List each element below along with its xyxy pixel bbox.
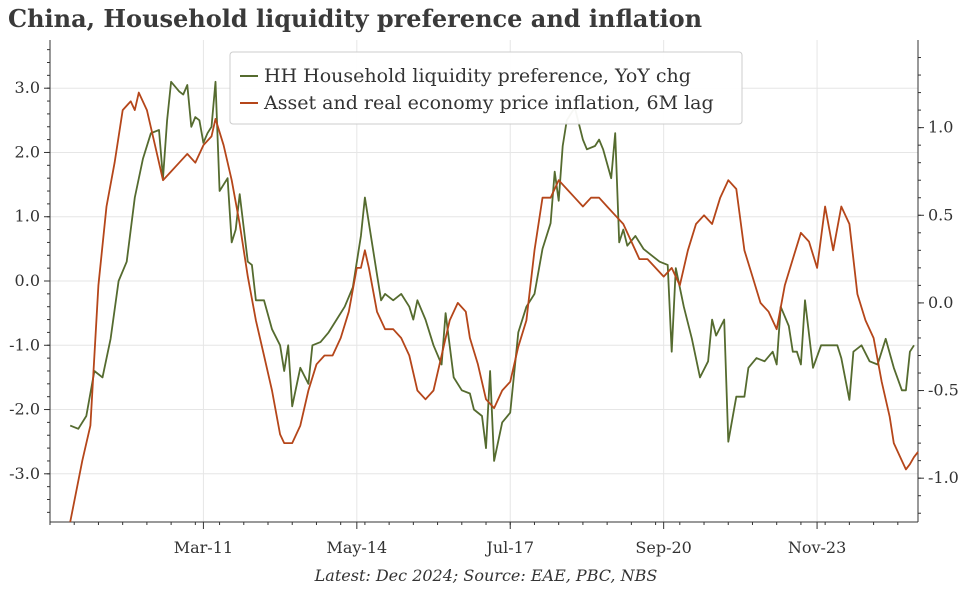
left-tick-label: -1.0 (9, 335, 40, 354)
x-tick-label: Jul-17 (484, 538, 534, 557)
chart-title: China, Household liquidity preference an… (8, 4, 703, 33)
right-tick-label: -0.5 (928, 381, 959, 400)
legend: HH Household liquidity preference, YoY c… (229, 51, 743, 125)
legend-box (229, 51, 743, 125)
right-tick-label: -1.0 (928, 468, 959, 487)
left-tick-label: 2.0 (15, 142, 40, 161)
source-footnote: Latest: Dec 2024; Source: EAE, PBC, NBS (314, 566, 658, 585)
series-line-0 (69, 80, 915, 462)
x-tick-label: Mar-11 (174, 538, 233, 557)
right-tick-label: 0.5 (928, 205, 953, 224)
series-lines (69, 80, 919, 523)
right-tick-label: 0.0 (928, 293, 953, 312)
axes: 3.0 2.0 1.0 0.0 -1.0 -2.0 -3.0 1.0 0.5 0.0 -0.5 -1.… (9, 40, 959, 557)
left-tick-label: 3.0 (15, 78, 40, 97)
x-tick-label: May-14 (326, 538, 387, 557)
x-tick-label: Sep-20 (635, 538, 691, 557)
legend-label-1: Asset and real economy price inflation, … (263, 92, 714, 114)
right-tick-label: 1.0 (928, 118, 953, 137)
series-line-1 (69, 91, 919, 523)
x-tick-label: Nov-23 (788, 538, 846, 557)
left-tick-label: -2.0 (9, 400, 40, 419)
left-tick-label: 1.0 (15, 207, 40, 226)
left-tick-label: 0.0 (15, 271, 40, 290)
left-tick-label: -3.0 (9, 464, 40, 483)
legend-label-0: HH Household liquidity preference, YoY c… (264, 65, 691, 87)
